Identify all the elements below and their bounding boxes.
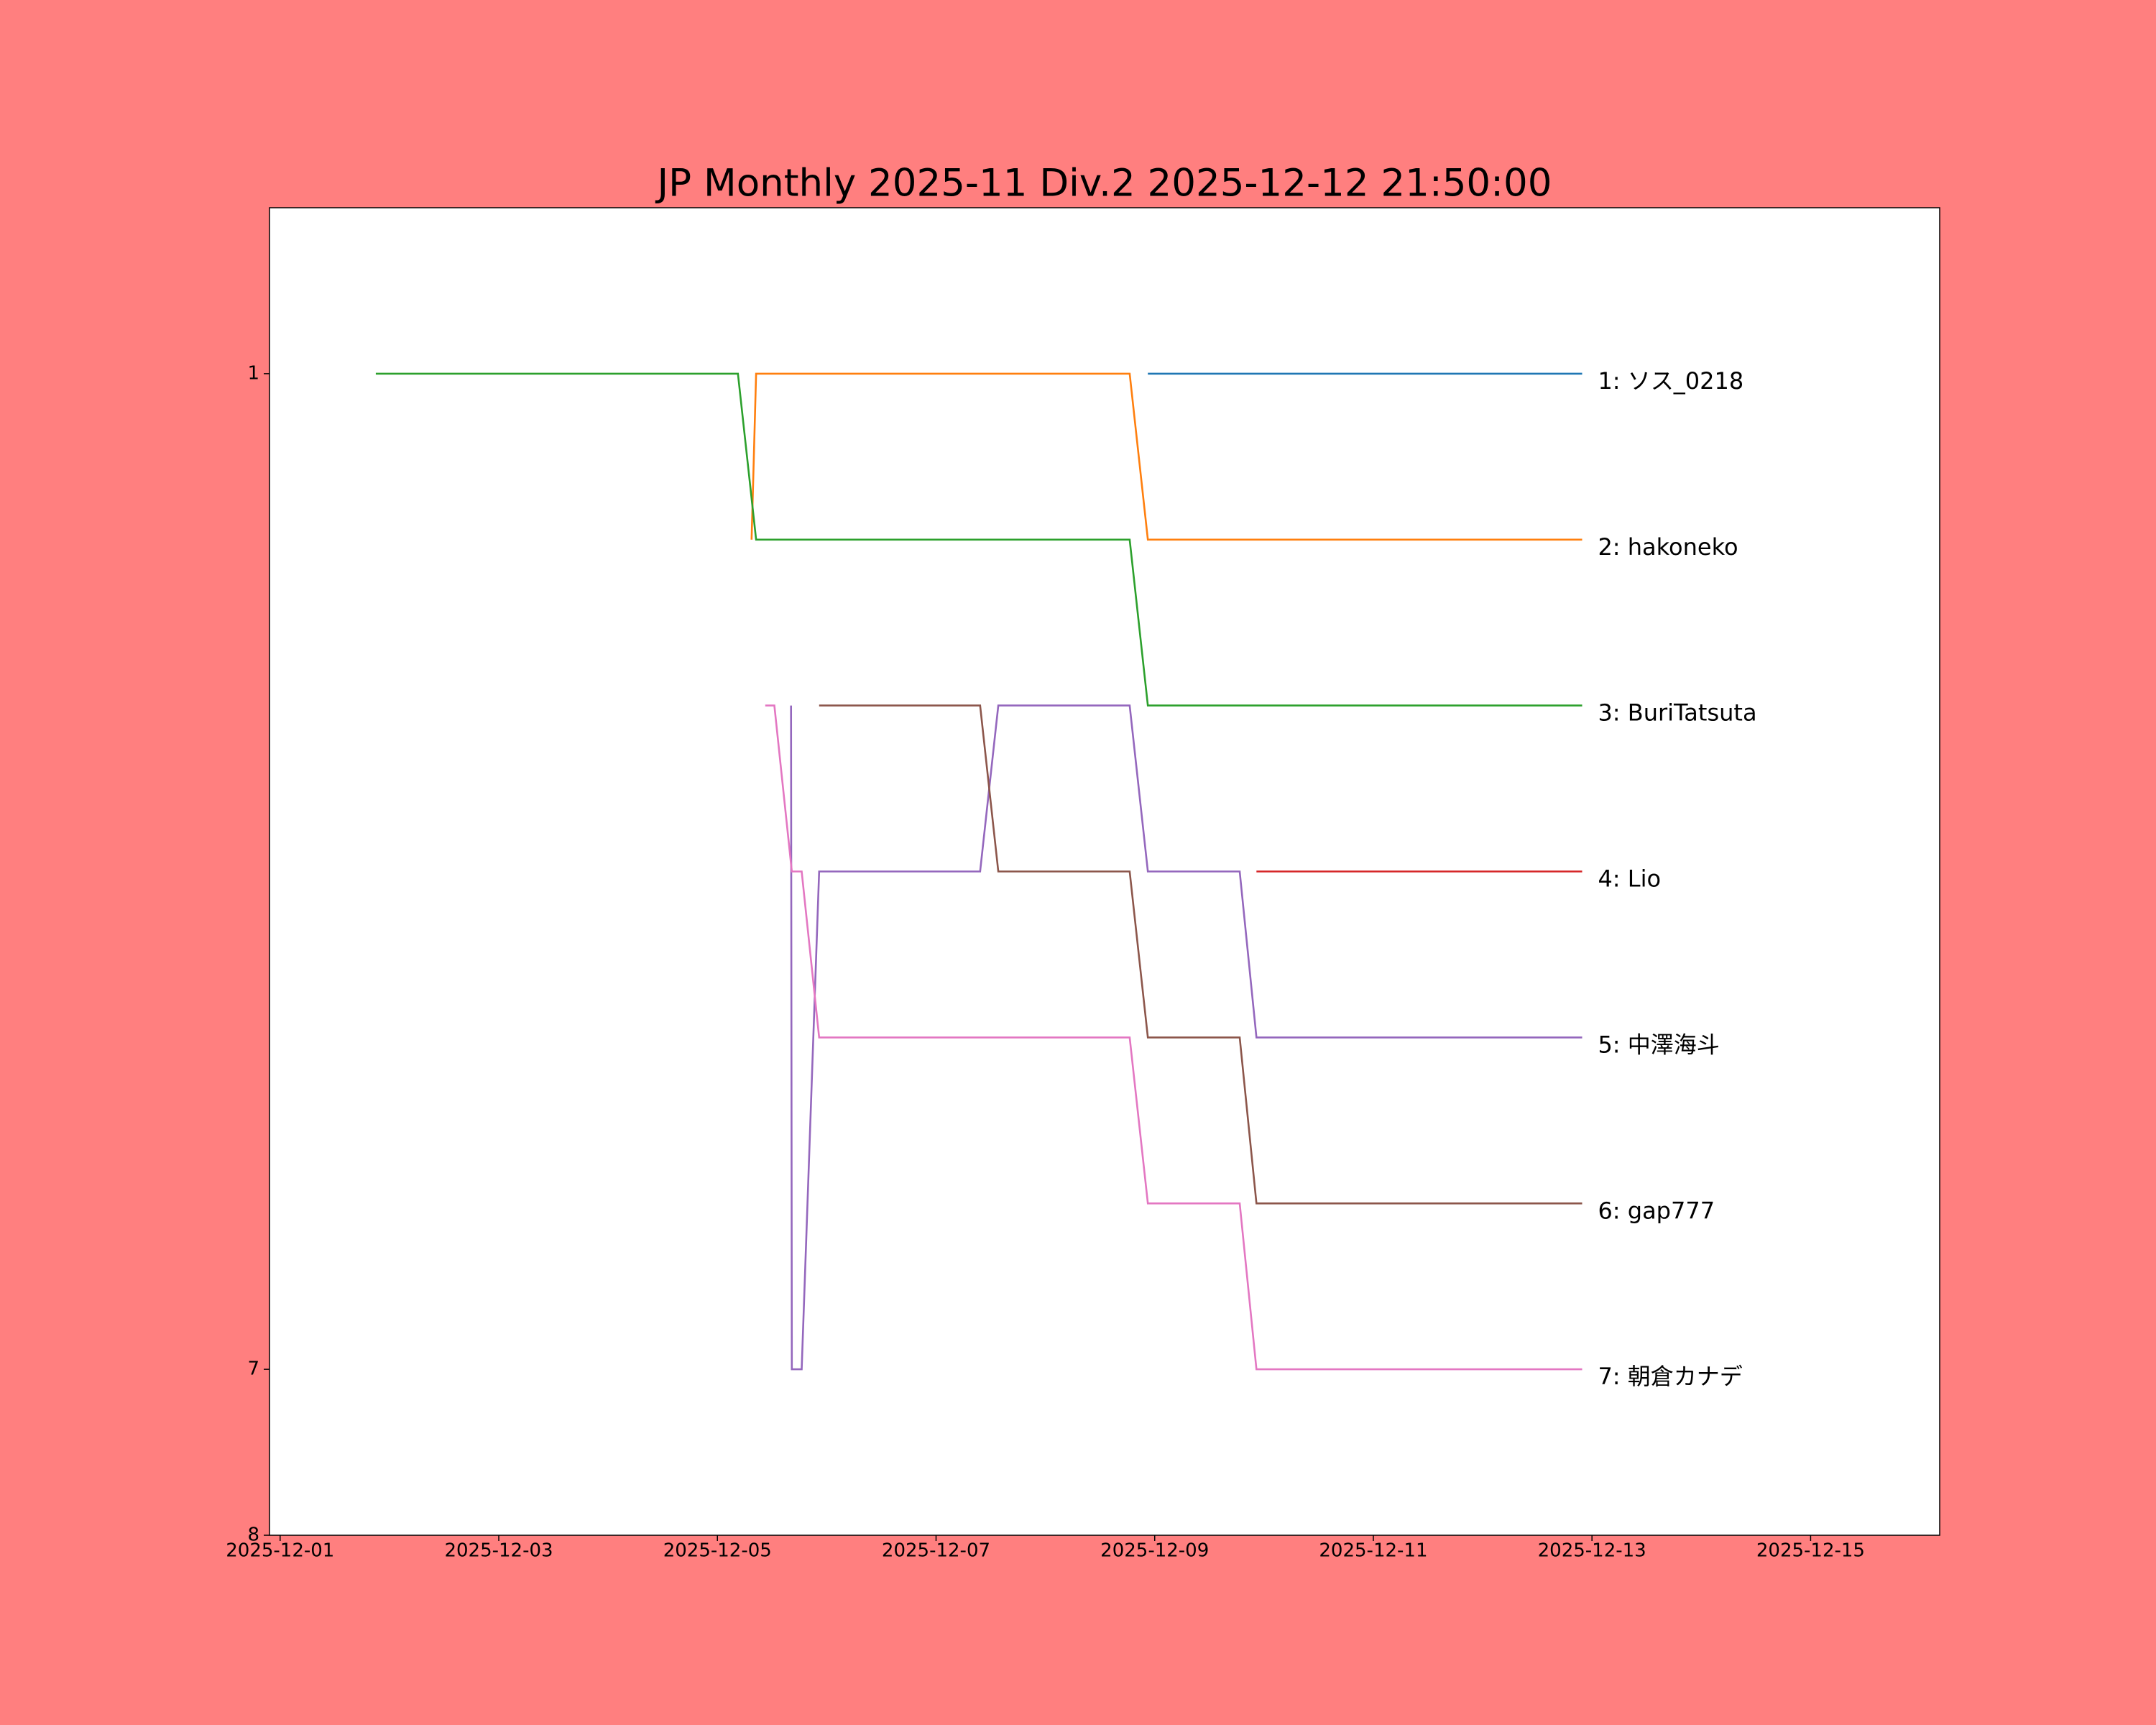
series-line (790, 704, 1583, 1371)
x-tick-label: 2025-12-07 (882, 1540, 990, 1562)
x-tick-label: 2025-12-01 (226, 1540, 334, 1562)
chart-title: JP Monthly 2025-11 Div.2 2025-12-12 21:5… (655, 162, 1552, 206)
series-line (765, 704, 1583, 1371)
x-tick-label: 2025-12-13 (1538, 1540, 1646, 1562)
y-tick-label: 8 (247, 1524, 259, 1546)
y-tick-label: 7 (247, 1358, 259, 1380)
series-label: 4: Lio (1598, 865, 1661, 893)
x-tick-label: 2025-12-09 (1100, 1540, 1209, 1562)
x-tick-label: 2025-12-11 (1319, 1540, 1427, 1562)
x-tick-label: 2025-12-15 (1756, 1540, 1865, 1562)
series-line (750, 372, 1583, 541)
series-label: 6: gap777 (1598, 1197, 1715, 1224)
x-tick-label: 2025-12-03 (444, 1540, 553, 1562)
series-label: 5: 中澤海斗 (1598, 1031, 1719, 1058)
y-tick-label: 1 (247, 362, 259, 384)
series-label: 2: hakoneko (1598, 533, 1738, 561)
series-label: 1: ソス_0218 (1598, 367, 1743, 395)
series-label: 7: 朝倉カナデ (1598, 1363, 1742, 1390)
series-line (375, 372, 1583, 707)
series-line (819, 704, 1583, 1205)
x-tick-label: 2025-12-05 (663, 1540, 772, 1562)
series-label: 3: BuriTatsuta (1598, 699, 1756, 727)
